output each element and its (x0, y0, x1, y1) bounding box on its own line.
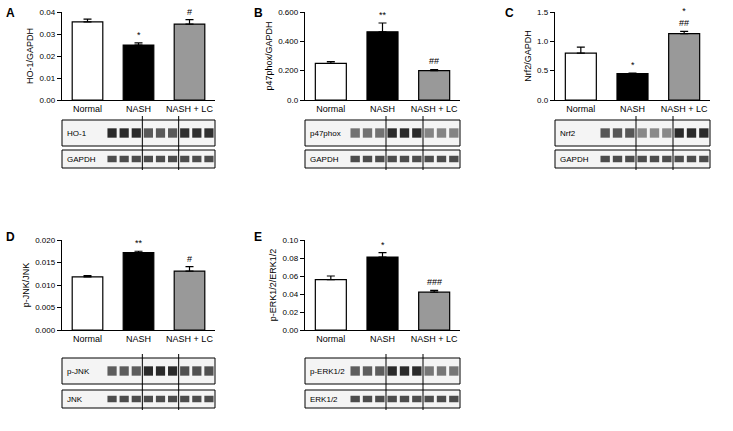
svg-text:0.03: 0.03 (40, 30, 56, 39)
svg-text:JNK: JNK (67, 395, 83, 404)
svg-text:**: ** (379, 10, 387, 20)
svg-text:NASH: NASH (370, 104, 395, 114)
svg-text:0.0: 0.0 (537, 96, 549, 105)
svg-text:**: ** (135, 238, 143, 248)
svg-text:A: A (6, 6, 15, 20)
svg-text:0.200: 0.200 (278, 66, 299, 75)
svg-text:Normal: Normal (73, 104, 102, 114)
svg-text:0.06: 0.06 (283, 272, 299, 281)
svg-text:0.02: 0.02 (40, 52, 56, 61)
svg-text:0.015: 0.015 (35, 258, 56, 267)
svg-text:##: ## (429, 56, 439, 66)
svg-text:HO-1: HO-1 (67, 129, 87, 138)
svg-text:0.00: 0.00 (40, 96, 56, 105)
svg-text:*##: *## (679, 6, 689, 28)
svg-text:0.5: 0.5 (537, 66, 549, 75)
svg-text:NASH + LC: NASH + LC (166, 334, 213, 344)
svg-text:Normal: Normal (73, 334, 102, 344)
svg-text:0.010: 0.010 (35, 281, 56, 290)
svg-text:NASH + LC: NASH + LC (411, 334, 458, 344)
svg-text:0.02: 0.02 (283, 308, 299, 317)
svg-text:NASH: NASH (620, 104, 645, 114)
svg-text:NASH + LC: NASH + LC (411, 104, 458, 114)
svg-text:p-ERK1/2: p-ERK1/2 (310, 367, 345, 376)
svg-text:#: # (187, 7, 192, 17)
svg-text:NASH: NASH (370, 334, 395, 344)
svg-text:0.10: 0.10 (283, 236, 299, 245)
svg-text:B: B (254, 6, 263, 20)
svg-text:0.600: 0.600 (278, 8, 299, 17)
svg-text:0.000: 0.000 (35, 326, 56, 335)
svg-text:#: # (187, 254, 192, 264)
svg-text:D: D (6, 230, 15, 244)
svg-text:0.0: 0.0 (287, 96, 299, 105)
svg-text:NASH + LC: NASH + LC (166, 104, 213, 114)
svg-text:p-JNK/JNK: p-JNK/JNK (21, 263, 31, 308)
svg-text:p-ERK1/2/ERK1/2: p-ERK1/2/ERK1/2 (268, 249, 278, 322)
svg-text:p47phox/GAPDH: p47phox/GAPDH (264, 21, 274, 90)
svg-text:NASH: NASH (126, 104, 151, 114)
svg-text:0.01: 0.01 (40, 74, 56, 83)
svg-text:Normal: Normal (316, 104, 345, 114)
svg-text:0.04: 0.04 (40, 8, 56, 17)
svg-text:0.08: 0.08 (283, 254, 299, 263)
svg-text:GAPDH: GAPDH (560, 155, 589, 164)
svg-text:HO-1/GAPDH: HO-1/GAPDH (25, 28, 35, 84)
svg-text:Normal: Normal (566, 104, 595, 114)
svg-text:###: ### (427, 277, 442, 287)
svg-text:p-JNK: p-JNK (67, 367, 90, 376)
svg-text:*: * (631, 60, 635, 70)
svg-text:ERK1/2: ERK1/2 (310, 395, 338, 404)
svg-text:Nrf2: Nrf2 (560, 129, 576, 138)
svg-text:*: * (381, 240, 385, 250)
svg-text:GAPDH: GAPDH (67, 155, 96, 164)
svg-text:0.005: 0.005 (35, 303, 56, 312)
svg-text:NASH + LC: NASH + LC (661, 104, 708, 114)
svg-text:1.0: 1.0 (537, 37, 549, 46)
svg-text:C: C (505, 6, 514, 20)
svg-text:0.00: 0.00 (283, 326, 299, 335)
svg-text:0.020: 0.020 (35, 236, 56, 245)
svg-text:p47phox: p47phox (310, 129, 341, 138)
svg-text:*: * (137, 30, 141, 40)
svg-text:Nrf2/GAPDH: Nrf2/GAPDH (523, 30, 533, 82)
svg-text:1.5: 1.5 (537, 8, 549, 17)
svg-text:Normal: Normal (316, 334, 345, 344)
svg-text:E: E (254, 230, 262, 244)
svg-text:0.04: 0.04 (283, 290, 299, 299)
svg-text:NASH: NASH (126, 334, 151, 344)
svg-text:GAPDH: GAPDH (310, 155, 339, 164)
svg-text:0.400: 0.400 (278, 37, 299, 46)
